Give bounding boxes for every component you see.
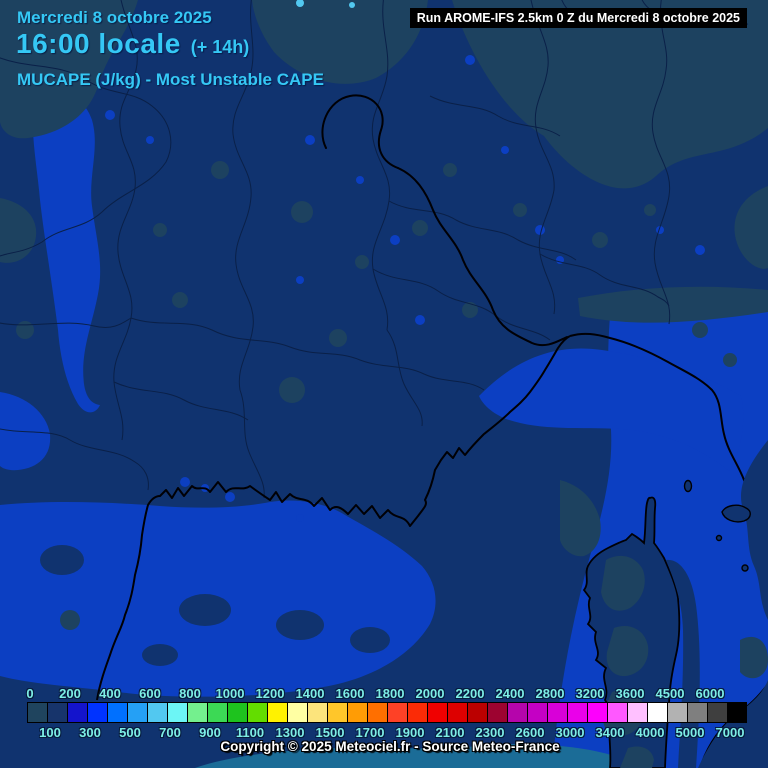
legend-color-box [667,702,687,723]
legend-label: 5000 [675,725,705,740]
legend-color-box [587,702,607,723]
legend-color-box [547,702,567,723]
legend-label: 1700 [355,725,385,740]
legend-label: 2600 [515,725,545,740]
legend-color-box [627,702,647,723]
legend-color-box [207,702,227,723]
italy-land [698,440,768,768]
legend-label: 100 [39,725,61,740]
elba-island [721,504,751,523]
legend-color-box [527,702,547,723]
legend-bottom-labels: 100 300 500 700 900 1100 1300 1500 1700 1900 2100 2… [27,725,749,740]
legend-color-box [247,702,267,723]
legend-color-box [127,702,147,723]
legend-color-box [707,702,727,723]
legend-label: 1000 [215,686,245,701]
legend-label: 1200 [255,686,285,701]
legend-label: 200 [59,686,81,701]
legend-label: 4500 [655,686,685,701]
legend-color-box [567,702,587,723]
legend-color-box [227,702,247,723]
copyright-line: Copyright © 2025 Meteociel.fr - Source M… [220,739,560,754]
legend-color-box [87,702,107,723]
parameter-title: MUCAPE (J/kg) - Most Unstable CAPE [17,70,324,89]
legend-color-box [727,702,747,723]
legend-color-box [47,702,67,723]
forecast-time: 16:00 locale (+ 14h) [16,28,249,60]
legend-label: 800 [179,686,201,701]
montecristo-island [741,564,749,572]
legend-color-box [487,702,507,723]
legend-color-box [647,702,667,723]
legend-label: 2300 [475,725,505,740]
legend-color-box [607,702,627,723]
legend-label: 2800 [535,686,565,701]
small-islands [683,479,751,572]
color-scale-legend: 0 200 400 600 800 1000 1200 1400 1600 1800 2000 220… [26,686,749,740]
legend-color-box [467,702,487,723]
model-run-banner: Run AROME-IFS 2.5km 0 Z du Mercredi 8 oc… [409,8,747,28]
legend-label: 1300 [275,725,305,740]
national-borders [321,94,568,347]
legend-label: 3400 [595,725,625,740]
legend-label: 6000 [695,686,725,701]
legend-color-box [287,702,307,723]
legend-label: 300 [79,725,101,740]
legend-color-box [307,702,327,723]
legend-label: 2000 [415,686,445,701]
legend-label: 900 [199,725,221,740]
legend-color-box [167,702,187,723]
forecast-offset: (+ 14h) [190,37,250,57]
legend-label: 1100 [235,725,265,740]
pianosa-island [715,534,723,542]
legend-label: 2400 [495,686,525,701]
legend-label: 1600 [335,686,365,701]
legend-label: 1900 [395,725,425,740]
legend-label: 1400 [295,686,325,701]
legend-top-labels: 0 200 400 600 800 1000 1200 1400 1600 1800 2000 220… [26,686,749,701]
corsica-island [582,496,700,768]
legend-color-box [27,702,47,723]
legend-label: 700 [159,725,181,740]
cape-slate-patches [0,0,768,679]
legend-color-box [427,702,447,723]
legend-label: 2100 [435,725,465,740]
forecast-time-value: 16:00 locale [16,28,181,59]
legend-label: 2200 [455,686,485,701]
italian-border [397,167,568,347]
sea-teal-patch-2 [415,744,628,768]
legend-color-box [107,702,127,723]
legend-color-box [687,702,707,723]
legend-label: 1500 [315,725,345,740]
legend-color-box [187,702,207,723]
legend-color-box [367,702,387,723]
corsica-slate-patches [601,555,654,768]
legend-label: 4000 [635,725,665,740]
legend-color-box [507,702,527,723]
legend-label: 600 [139,686,161,701]
swiss-border [321,94,399,169]
legend-label: 0 [26,686,34,701]
legend-label: 3600 [615,686,645,701]
legend-color-box [347,702,367,723]
legend-color-box [147,702,167,723]
legend-label: 1800 [375,686,405,701]
legend-label: 400 [99,686,121,701]
cyan-dots [296,0,355,8]
legend-color-box [387,702,407,723]
legend-label: 3000 [555,725,585,740]
legend-color-box [267,702,287,723]
legend-color-box [67,702,87,723]
legend-color-box [447,702,467,723]
legend-color-boxes [27,702,747,723]
capraia-island [683,479,693,493]
legend-color-box [407,702,427,723]
legend-color-box [327,702,347,723]
legend-label: 500 [119,725,141,740]
forecast-date: Mercredi 8 octobre 2025 [17,8,212,27]
mediterranean-coast [96,335,571,701]
legend-label: 7000 [715,725,745,740]
legend-label: 3200 [575,686,605,701]
